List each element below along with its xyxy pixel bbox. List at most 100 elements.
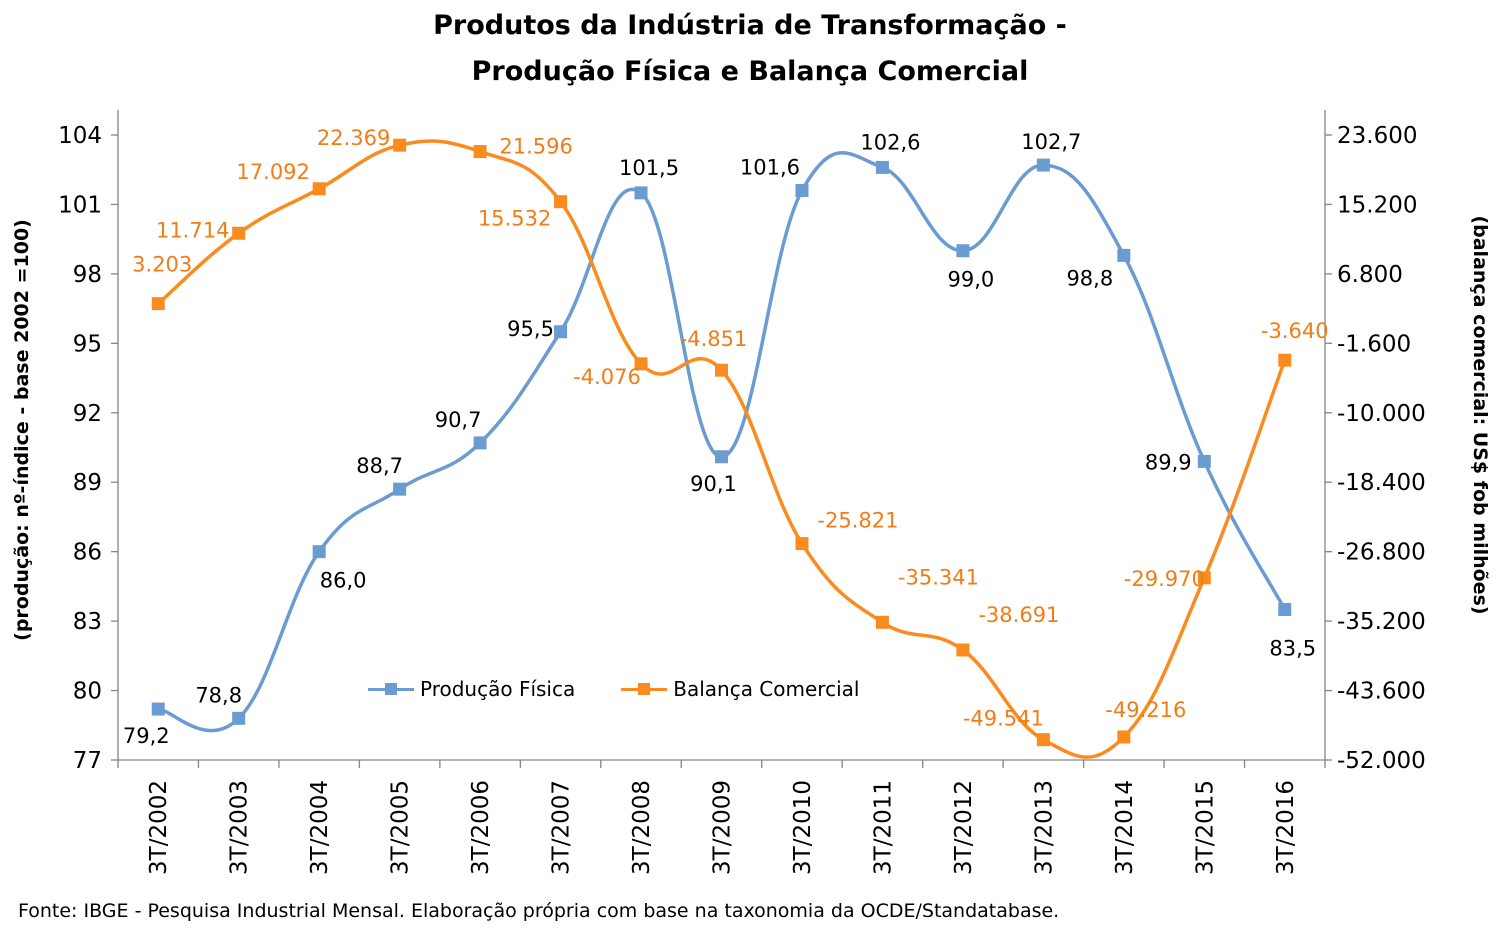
y-axis-right-title: (balança comercial: US$ fob milhões) (1469, 215, 1491, 615)
y-left-tick-label: 92 (73, 401, 102, 427)
data-label-balanca: -29.970 (1124, 567, 1205, 591)
y-right-tick-label: -52.000 (1337, 748, 1426, 774)
data-label-balanca: -25.821 (817, 509, 898, 533)
x-tick-label: 3T/2014 (1112, 780, 1138, 875)
x-tick-label: 3T/2009 (710, 780, 736, 875)
data-point-balanca (715, 363, 728, 377)
y-left-tick-label: 80 (73, 679, 102, 705)
data-point-producao (795, 184, 809, 198)
data-label-balanca: 22.369 (317, 126, 390, 150)
x-tick-label: 3T/2002 (146, 780, 172, 875)
y-left-tick-label: 86 (73, 540, 102, 566)
x-tick-label: 3T/2016 (1273, 780, 1299, 875)
data-point-balanca (795, 537, 809, 551)
data-label-balanca: 15.532 (478, 207, 551, 231)
data-point-balanca (1278, 353, 1292, 367)
legend-swatch-balanca (621, 682, 668, 696)
data-point-producao (393, 482, 407, 496)
data-point-producao (1117, 248, 1131, 262)
legend-label-producao: Produção Física (420, 677, 576, 701)
legend-item-producao: Produção Física (368, 677, 575, 701)
data-point-balanca (875, 615, 889, 629)
data-point-balanca (956, 643, 970, 657)
y-right-tick-label: -1.600 (1337, 331, 1411, 357)
data-label-producao: 88,7 (356, 454, 403, 478)
y-left-tick-label: 98 (73, 262, 102, 288)
data-label-balanca: -4.851 (680, 327, 748, 351)
x-tick-label: 3T/2013 (1031, 780, 1057, 875)
data-label-balanca: -35.341 (898, 565, 979, 589)
y-left-tick-label: 104 (58, 123, 102, 149)
data-label-balanca: 11.714 (156, 218, 229, 242)
chart-title: Produtos da Indústria de Transformação - (433, 10, 1067, 41)
data-point-producao (875, 160, 889, 174)
y-right-tick-label: 6.800 (1337, 262, 1403, 288)
y-right-tick-label: 15.200 (1337, 192, 1417, 218)
data-label-producao: 89,9 (1145, 450, 1192, 474)
y-axis-left-title: (produção: nº-índice - base 2002 =100) (11, 219, 33, 641)
data-label-producao: 101,5 (619, 156, 679, 180)
y-right-tick-label: -35.200 (1337, 609, 1426, 635)
data-label-producao: 78,8 (195, 683, 242, 707)
data-label-balanca: 17.092 (236, 160, 309, 184)
data-point-balanca (473, 145, 487, 159)
data-point-producao (1197, 454, 1211, 468)
data-label-producao: 83,5 (1269, 637, 1316, 661)
y-right-tick-label: -26.800 (1337, 540, 1426, 566)
data-label-balanca: -49.541 (963, 707, 1044, 731)
x-tick-label: 3T/2010 (790, 780, 816, 875)
legend-swatch-producao (368, 682, 414, 696)
x-tick-label: 3T/2011 (870, 780, 896, 875)
x-tick-label: 3T/2008 (629, 780, 655, 875)
data-point-balanca (1036, 733, 1050, 747)
y-right-tick-label: -43.600 (1337, 679, 1426, 705)
legend-item-balanca: Balança Comercial (621, 677, 859, 701)
data-point-balanca (232, 226, 246, 240)
data-point-balanca (393, 138, 407, 152)
data-point-producao (956, 244, 970, 258)
chart-legend: Produção Física Balança Comercial (368, 677, 859, 701)
y-left-tick-label: 95 (73, 331, 102, 357)
data-point-balanca (151, 297, 165, 311)
source-note: Fonte: IBGE - Pesquisa Industrial Mensal… (18, 900, 1060, 922)
y-left-tick-label: 101 (58, 192, 102, 218)
data-label-balanca: -3.640 (1261, 319, 1329, 343)
data-label-producao: 98,8 (1066, 266, 1113, 290)
data-label-balanca: -38.691 (978, 603, 1059, 627)
data-label-producao: 102,7 (1021, 130, 1081, 154)
data-label-producao: 90,1 (690, 472, 737, 496)
data-label-producao: 79,2 (123, 724, 170, 748)
y-right-tick-label: 23.600 (1337, 123, 1417, 149)
x-tick-label: 3T/2006 (468, 780, 494, 875)
y-left-tick-label: 77 (73, 748, 102, 774)
data-point-balanca (634, 357, 648, 371)
y-right-tick-label: -18.400 (1337, 470, 1426, 496)
data-point-balanca (312, 182, 326, 196)
data-label-producao: 90,7 (435, 408, 482, 432)
data-point-producao (473, 436, 487, 450)
chart-subtitle: Produção Física e Balança Comercial (471, 56, 1029, 87)
data-point-producao (151, 702, 165, 716)
x-tick-label: 3T/2005 (388, 780, 414, 875)
data-point-balanca (1197, 571, 1211, 585)
legend-label-balanca: Balança Comercial (673, 677, 860, 701)
data-label-producao: 95,5 (507, 317, 554, 341)
data-label-balanca: -4.076 (573, 365, 641, 389)
x-tick-label: 3T/2012 (951, 780, 977, 875)
data-point-producao (554, 325, 568, 339)
data-point-balanca (1117, 730, 1131, 744)
data-label-producao: 86,0 (320, 569, 367, 593)
x-tick-label: 3T/2007 (549, 780, 575, 875)
data-point-producao (715, 450, 728, 464)
data-label-balanca: 21.596 (499, 135, 572, 159)
x-tick-label: 3T/2003 (227, 780, 253, 875)
y-right-tick-label: -10.000 (1337, 401, 1426, 427)
data-point-producao (232, 711, 246, 725)
series-line-producao (157, 151, 1287, 733)
data-point-producao (312, 545, 326, 559)
data-point-producao (1036, 158, 1050, 172)
data-point-producao (1278, 603, 1292, 617)
series-line-balanca (157, 139, 1287, 759)
data-point-producao (634, 186, 648, 200)
